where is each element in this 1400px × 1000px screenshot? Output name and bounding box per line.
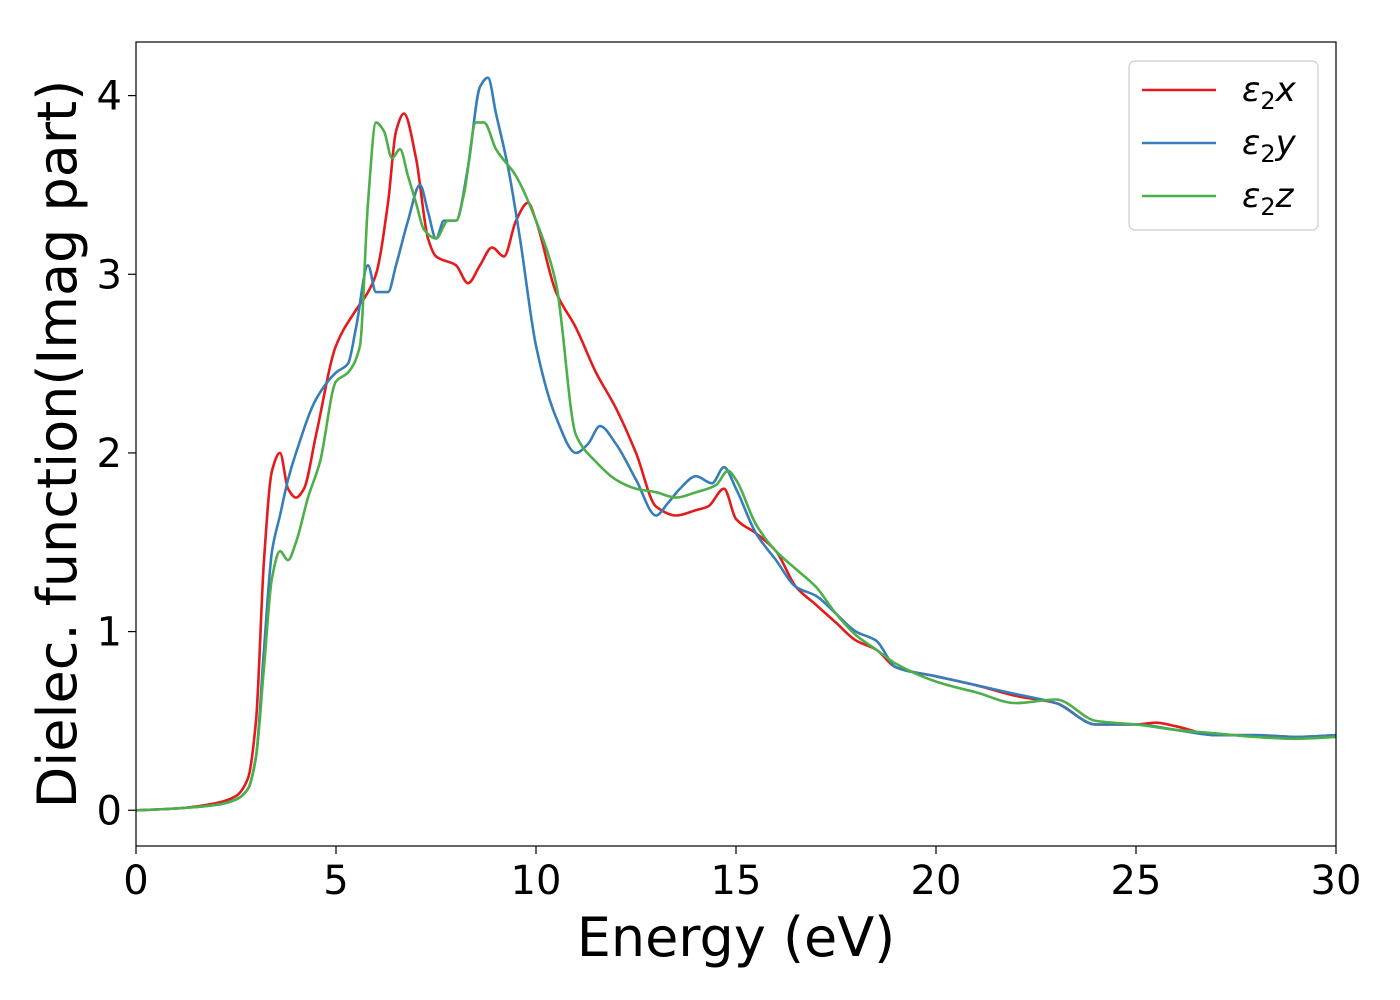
legend-label-3: ε2z (1242, 176, 1295, 221)
x-tick-label: 0 (123, 858, 148, 904)
series-layer (135, 76, 1337, 812)
y-tick-label: 2 (97, 431, 122, 477)
y-tick-label: 0 (97, 788, 122, 834)
x-tick-label: 5 (323, 858, 348, 904)
x-tick-label: 25 (1111, 858, 1162, 904)
legend: ε2x ε2y ε2z (1128, 60, 1319, 231)
series-line-2 (135, 76, 1337, 812)
x-axis-title: Energy (eV) (577, 906, 896, 969)
y-axis-title: Dielec. function(Imag part) (26, 80, 89, 809)
legend-label-1: ε2x (1242, 70, 1297, 115)
y-tick-label: 4 (97, 74, 122, 120)
legend-box (1128, 60, 1319, 231)
y-tick-label: 3 (97, 252, 122, 298)
x-tick-label: 30 (1311, 858, 1362, 904)
y-tick-label: 1 (97, 610, 122, 656)
x-tick-label: 15 (711, 858, 762, 904)
x-tick-label: 20 (911, 858, 962, 904)
x-tick-label: 10 (511, 858, 562, 904)
ticks-layer: 0 5 10 15 20 25 30 0 1 2 3 4 (97, 74, 1362, 904)
legend-label-2: ε2y (1242, 123, 1297, 168)
series-line-3 (135, 121, 1337, 812)
